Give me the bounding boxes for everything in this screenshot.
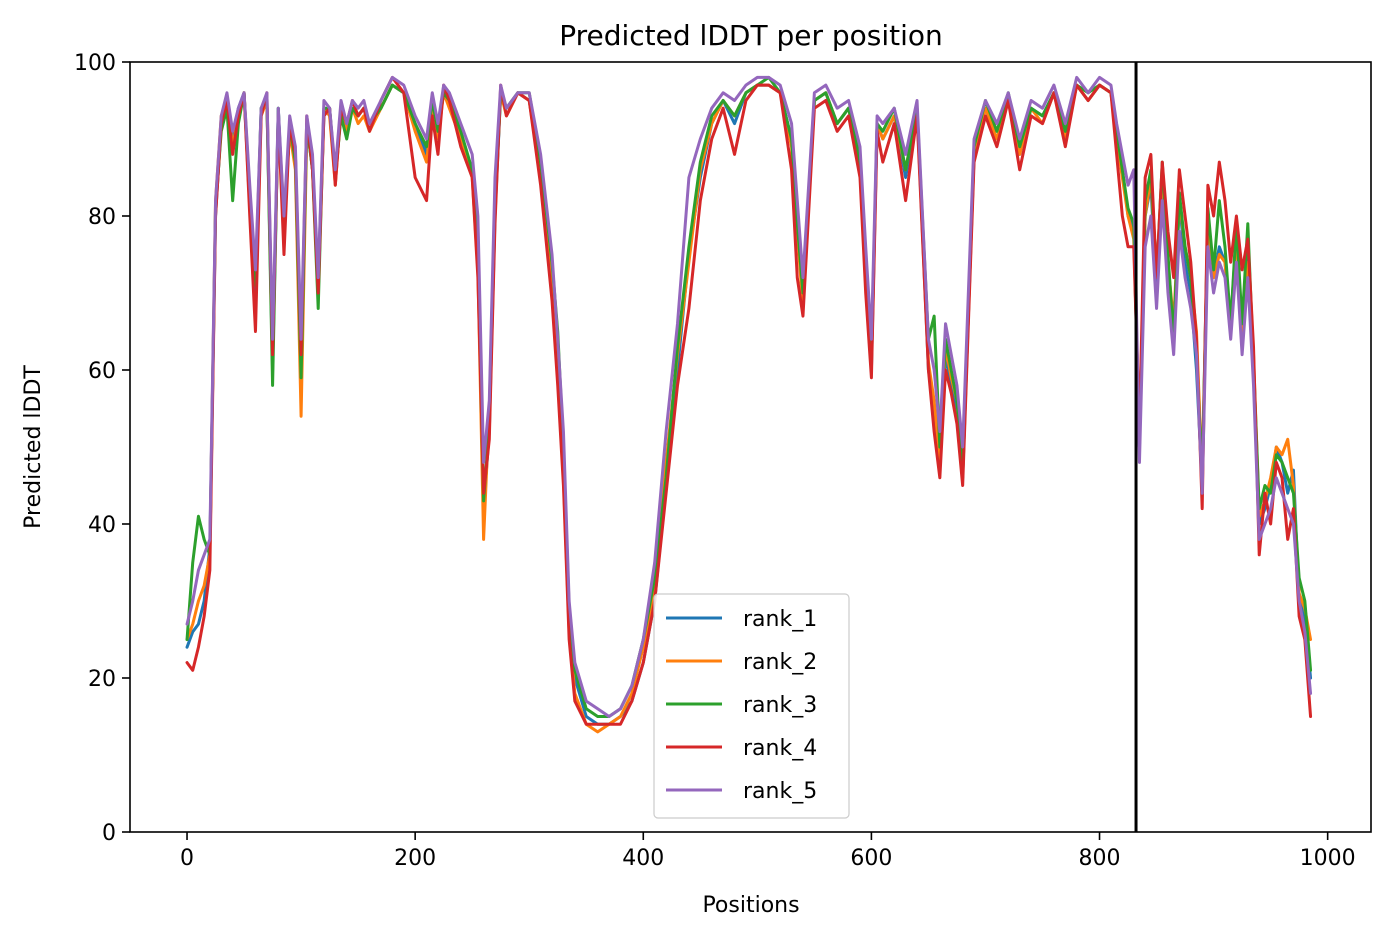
x-tick-label: 1000 bbox=[1300, 846, 1356, 871]
x-tick-label: 200 bbox=[394, 846, 436, 871]
x-tick-label: 0 bbox=[180, 846, 194, 871]
chart-title: Predicted lDDT per position bbox=[559, 19, 943, 52]
x-tick-label: 600 bbox=[850, 846, 892, 871]
legend-label: rank_5 bbox=[743, 779, 817, 804]
y-tick-label: 80 bbox=[88, 205, 116, 230]
series-lines bbox=[185, 62, 1313, 832]
legend-label: rank_3 bbox=[743, 693, 817, 718]
axis-ticks: 0 200 400 600 800 1000 0 20 40 60 80 100 bbox=[74, 51, 1356, 871]
legend-label: rank_2 bbox=[743, 650, 817, 675]
y-tick-label: 40 bbox=[88, 513, 116, 538]
y-tick-label: 0 bbox=[102, 821, 116, 846]
x-tick-label: 400 bbox=[622, 846, 664, 871]
legend-label: rank_4 bbox=[743, 736, 817, 761]
series-line-rank-5 bbox=[185, 75, 1313, 718]
plot-area bbox=[185, 62, 1313, 832]
y-axis-title: Predicted lDDT bbox=[21, 365, 46, 529]
x-tick-label: 800 bbox=[1079, 846, 1121, 871]
legend-label: rank_1 bbox=[743, 607, 817, 632]
x-axis-title: Positions bbox=[702, 893, 799, 918]
plot-frame bbox=[129, 61, 1372, 833]
y-tick-label: 20 bbox=[88, 667, 116, 692]
legend-box bbox=[653, 593, 850, 819]
y-tick-label: 60 bbox=[88, 359, 116, 384]
legend: rank_1 rank_2 rank_3 rank_4 rank_5 bbox=[653, 593, 850, 819]
y-tick-label: 100 bbox=[74, 51, 116, 76]
